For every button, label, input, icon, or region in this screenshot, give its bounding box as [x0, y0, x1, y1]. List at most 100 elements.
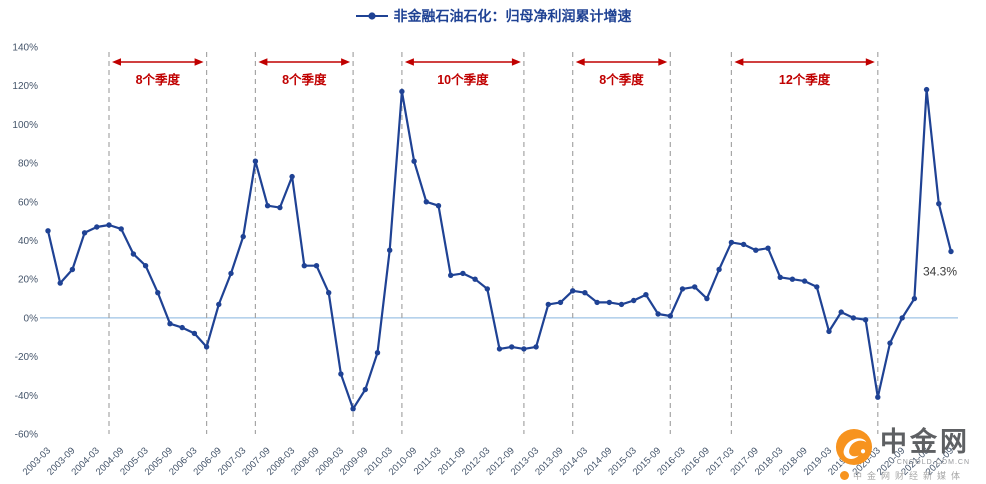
y-axis-labels: 140% 120% 100% 80% 60% 40% 20% 0% -20% -40% -60%: [12, 43, 38, 441]
cycle-arrow-label: 12个季度: [779, 72, 831, 87]
data-point: [826, 328, 832, 335]
data-point: [301, 263, 307, 269]
data-point: [252, 158, 259, 164]
x-axis-labels: 2003-032003-092004-032004-092005-032005-…: [21, 445, 956, 477]
data-point: [399, 88, 405, 95]
data-point: [948, 248, 954, 255]
data-point: [350, 406, 356, 412]
data-point: [216, 301, 222, 308]
data-point: [753, 247, 759, 253]
legend-line-marker-icon: [355, 12, 388, 20]
watermark-cngold: 中金网 CNGOLD.COM.CN 中金网财经新媒体: [835, 428, 970, 482]
data-point: [521, 346, 527, 352]
data-point: [69, 266, 76, 273]
data-point: [326, 290, 332, 296]
data-point: [570, 288, 576, 294]
data-point: [118, 226, 124, 232]
data-point: [155, 290, 161, 296]
data-point: [533, 344, 539, 350]
data-point: [545, 301, 551, 308]
data-point: [850, 315, 857, 321]
data-point: [631, 297, 637, 304]
data-point: [81, 230, 88, 236]
arrowhead-right: [194, 58, 204, 66]
data-point: [911, 295, 918, 302]
cycle-arrow: 10个季度: [404, 58, 521, 87]
y-axis-label: 0%: [24, 313, 39, 324]
data-point: [338, 371, 344, 377]
data-point: [496, 346, 503, 352]
data-point: [142, 263, 149, 269]
watermark-text: 中金网 CNGOLD.COM.CN: [880, 428, 970, 466]
data-point: [435, 203, 442, 209]
arrowhead-left: [575, 58, 585, 66]
cycle-arrow: 8个季度: [575, 58, 668, 87]
data-point: [875, 394, 881, 400]
watermark-tagline-row: 中金网财经新媒体: [839, 469, 965, 482]
data-point: [448, 272, 454, 278]
data-point: [423, 199, 429, 205]
arrowhead-left: [404, 58, 414, 66]
arrowhead-left: [112, 58, 121, 66]
data-point: [509, 344, 515, 350]
data-point: [472, 276, 478, 282]
data-point: [887, 340, 893, 346]
data-point: [777, 274, 783, 280]
data-point: [655, 311, 661, 317]
cngold-logo-icon: [835, 428, 873, 466]
data-point: [740, 241, 747, 248]
data-point: [728, 239, 735, 246]
y-axis-label: -20%: [15, 352, 38, 363]
data-point: [838, 309, 844, 315]
cycle-divider-lines: [108, 52, 879, 434]
last-value-annotation: 34.3%: [923, 265, 957, 279]
cycle-arrow: 12个季度: [734, 58, 875, 87]
data-point: [716, 266, 722, 273]
data-point: [618, 301, 625, 308]
data-point: [765, 245, 771, 251]
data-point: [264, 203, 271, 209]
watermark-main-row: 中金网 CNGOLD.COM.CN: [835, 428, 970, 466]
data-point: [899, 315, 905, 321]
data-point: [936, 201, 942, 207]
data-point: [94, 224, 100, 230]
cycle-arrow-label: 8个季度: [599, 72, 644, 87]
cycle-arrow: 8个季度: [258, 58, 351, 87]
data-point: [387, 247, 393, 253]
y-axis-label: 40%: [18, 236, 38, 247]
data-point: [667, 313, 673, 319]
arrowhead-left: [734, 58, 744, 66]
data-point: [106, 222, 112, 228]
data-point: [704, 295, 710, 302]
chart-title-text: 非金融石油石化：归母净利润累计增速: [393, 8, 632, 24]
data-point: [582, 290, 588, 296]
data-point: [692, 284, 698, 290]
profit-growth-line: [46, 88, 953, 410]
watermark-tagline-text: 中金网财经新媒体: [852, 471, 965, 481]
arrowhead-right: [658, 58, 668, 66]
cngold-dot-icon: [839, 471, 849, 480]
data-point-markers: [45, 86, 954, 412]
data-point: [240, 233, 246, 240]
cycle-duration-arrows: 8个季度 8个季度 10个季度 8个季度 12个季度: [112, 58, 875, 87]
cycle-arrow-label: 8个季度: [136, 72, 181, 87]
arrowhead-left: [258, 58, 268, 66]
chart-legend: 非金融石油石化：归母净利润累计增速: [0, 6, 986, 26]
data-point: [130, 251, 137, 257]
data-point: [179, 324, 185, 331]
data-point: [643, 292, 649, 298]
y-axis-label: 20%: [18, 275, 38, 286]
arrowhead-right: [865, 58, 875, 66]
data-point: [191, 330, 198, 337]
data-point: [594, 299, 600, 306]
watermark-domain: CNGOLD.COM.CN: [896, 458, 970, 466]
data-point: [789, 276, 796, 282]
y-axis-label: 140%: [12, 43, 38, 54]
y-axis-label: 60%: [18, 197, 38, 208]
data-point: [57, 280, 63, 286]
data-point: [460, 270, 466, 277]
data-point: [484, 286, 490, 292]
data-point: [374, 350, 381, 356]
